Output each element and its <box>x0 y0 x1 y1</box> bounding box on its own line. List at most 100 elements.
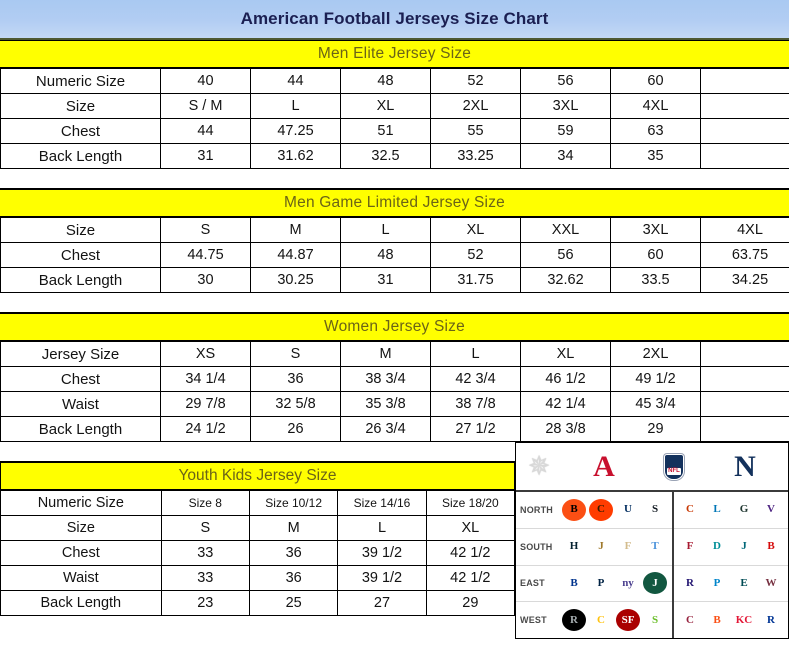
empty-cell <box>700 341 789 367</box>
data-cell: L <box>250 93 341 119</box>
data-cell: 34.25 <box>700 267 789 293</box>
data-cell: 48 <box>340 68 431 94</box>
table-row: Chest 44.75 44.87 48 52 56 60 63.75 <box>0 242 789 268</box>
data-cell: 36 <box>248 565 339 591</box>
data-cell: 38 3/4 <box>340 366 431 392</box>
table-row: Back Length 24 1/2 26 26 3/4 27 1/2 28 3/8 29 <box>0 416 789 442</box>
data-cell: XXL <box>520 217 611 243</box>
data-cell: 46 1/2 <box>520 366 611 392</box>
nfl-star-icon: ✵ <box>527 451 551 481</box>
table-row: Back Length 23 25 27 29 <box>0 590 516 616</box>
row-label: Chest <box>0 540 162 566</box>
data-cell: 48 <box>340 242 431 268</box>
data-cell: 29 <box>610 416 701 442</box>
row-label: Back Length <box>0 590 162 616</box>
empty-cell <box>700 93 789 119</box>
data-cell: Size 14/16 <box>337 490 427 516</box>
data-cell: S / M <box>160 93 251 119</box>
table-row: Jersey Size XS S M L XL 2XL <box>0 341 789 367</box>
data-cell: 2XL <box>430 93 521 119</box>
table-row: Size S / M L XL 2XL 3XL 4XL <box>0 93 789 119</box>
data-cell: XL <box>520 341 611 367</box>
data-cell: 44 <box>160 118 251 144</box>
data-cell: 52 <box>430 242 521 268</box>
team-logo-icon: F <box>616 535 640 558</box>
row-label: Jersey Size <box>0 341 161 367</box>
table-row: Waist 29 7/8 32 5/8 35 3/8 38 7/8 42 1/4 45 3/… <box>0 391 789 417</box>
table-row: Chest 44 47.25 51 55 59 63 <box>0 118 789 144</box>
youth-spacer <box>0 442 515 462</box>
data-cell: 63 <box>610 118 701 144</box>
nfl-shield-text: NFL <box>667 467 681 475</box>
empty-cell <box>700 416 789 442</box>
team-logo-icon: B <box>705 609 729 632</box>
data-cell: 26 <box>250 416 341 442</box>
section-band-women: Women Jersey Size <box>0 313 789 341</box>
team-logo-icon: T <box>643 535 667 558</box>
empty-cell <box>700 366 789 392</box>
row-label: Chest <box>0 242 161 268</box>
data-cell: 4XL <box>610 93 701 119</box>
section-band-men-game-limited: Men Game Limited Jersey Size <box>0 189 789 217</box>
team-logo-icon: C <box>678 498 702 521</box>
table-row: Numeric Size 40 44 48 52 56 60 <box>0 68 789 94</box>
data-cell: 32 5/8 <box>250 391 341 417</box>
team-logo-icon: C <box>589 498 613 521</box>
size-table-women: Jersey Size XS S M L XL 2XL Chest 34 1/4 36 38 3/4… <box>0 341 789 442</box>
nfc-letter: N <box>734 449 756 483</box>
team-logo-icon: B <box>562 498 586 521</box>
data-cell: XL <box>430 217 521 243</box>
table-row: Size S M L XL XXL 3XL 4XL <box>0 217 789 243</box>
data-cell: 60 <box>610 68 701 94</box>
empty-cell <box>700 68 789 94</box>
data-cell: M <box>248 515 339 541</box>
data-cell: 23 <box>160 590 250 616</box>
team-logo-icon: ny <box>616 572 640 595</box>
empty-cell <box>700 391 789 417</box>
data-cell: 30.25 <box>250 267 341 293</box>
section-title: Women Jersey Size <box>324 318 465 335</box>
data-cell: 60 <box>610 242 701 268</box>
section-title: Men Game Limited Jersey Size <box>284 194 505 211</box>
team-logo-icon: F <box>678 535 702 558</box>
data-cell: 63.75 <box>700 242 789 268</box>
youth-band-title: Youth Kids Jersey Size <box>178 467 337 484</box>
data-cell: L <box>337 515 427 541</box>
team-logo-icon: P <box>589 572 613 595</box>
row-label: Back Length <box>0 416 161 442</box>
data-cell: 45 3/4 <box>610 391 701 417</box>
data-cell: 33 <box>160 565 250 591</box>
data-cell: 52 <box>430 68 521 94</box>
data-cell: 38 7/8 <box>430 391 521 417</box>
row-label: Size <box>0 515 162 541</box>
team-logo-icon: R <box>759 609 783 632</box>
data-cell: 49 1/2 <box>610 366 701 392</box>
table-row: Waist 33 36 39 1/2 42 1/2 <box>0 565 516 591</box>
section-spacer <box>0 169 789 189</box>
division-label: NORTH <box>520 504 553 515</box>
division-label: WEST <box>520 615 547 626</box>
youth-column: Youth Kids Jersey Size Numeric Size Size … <box>0 442 516 639</box>
data-cell: 29 7/8 <box>160 391 251 417</box>
conference-divider <box>672 492 674 638</box>
table-row: Size S M L XL <box>0 515 516 541</box>
page-title: American Football Jerseys Size Chart <box>240 9 549 28</box>
team-logo-icon: SF <box>616 609 640 632</box>
data-cell: 55 <box>430 118 521 144</box>
data-cell: 27 1/2 <box>430 416 521 442</box>
data-cell: 32.62 <box>520 267 611 293</box>
row-label: Numeric Size <box>0 490 162 516</box>
data-cell: 31 <box>340 267 431 293</box>
data-cell: 32.5 <box>340 143 431 169</box>
team-logo-icon: R <box>678 572 702 595</box>
team-logo-icon: J <box>589 535 613 558</box>
data-cell: 59 <box>520 118 611 144</box>
data-cell: XL <box>425 515 516 541</box>
table-row: Chest 34 1/4 36 38 3/4 42 3/4 46 1/2 49 1/2 <box>0 366 789 392</box>
nfc-team-group: C B KC R <box>672 609 786 632</box>
